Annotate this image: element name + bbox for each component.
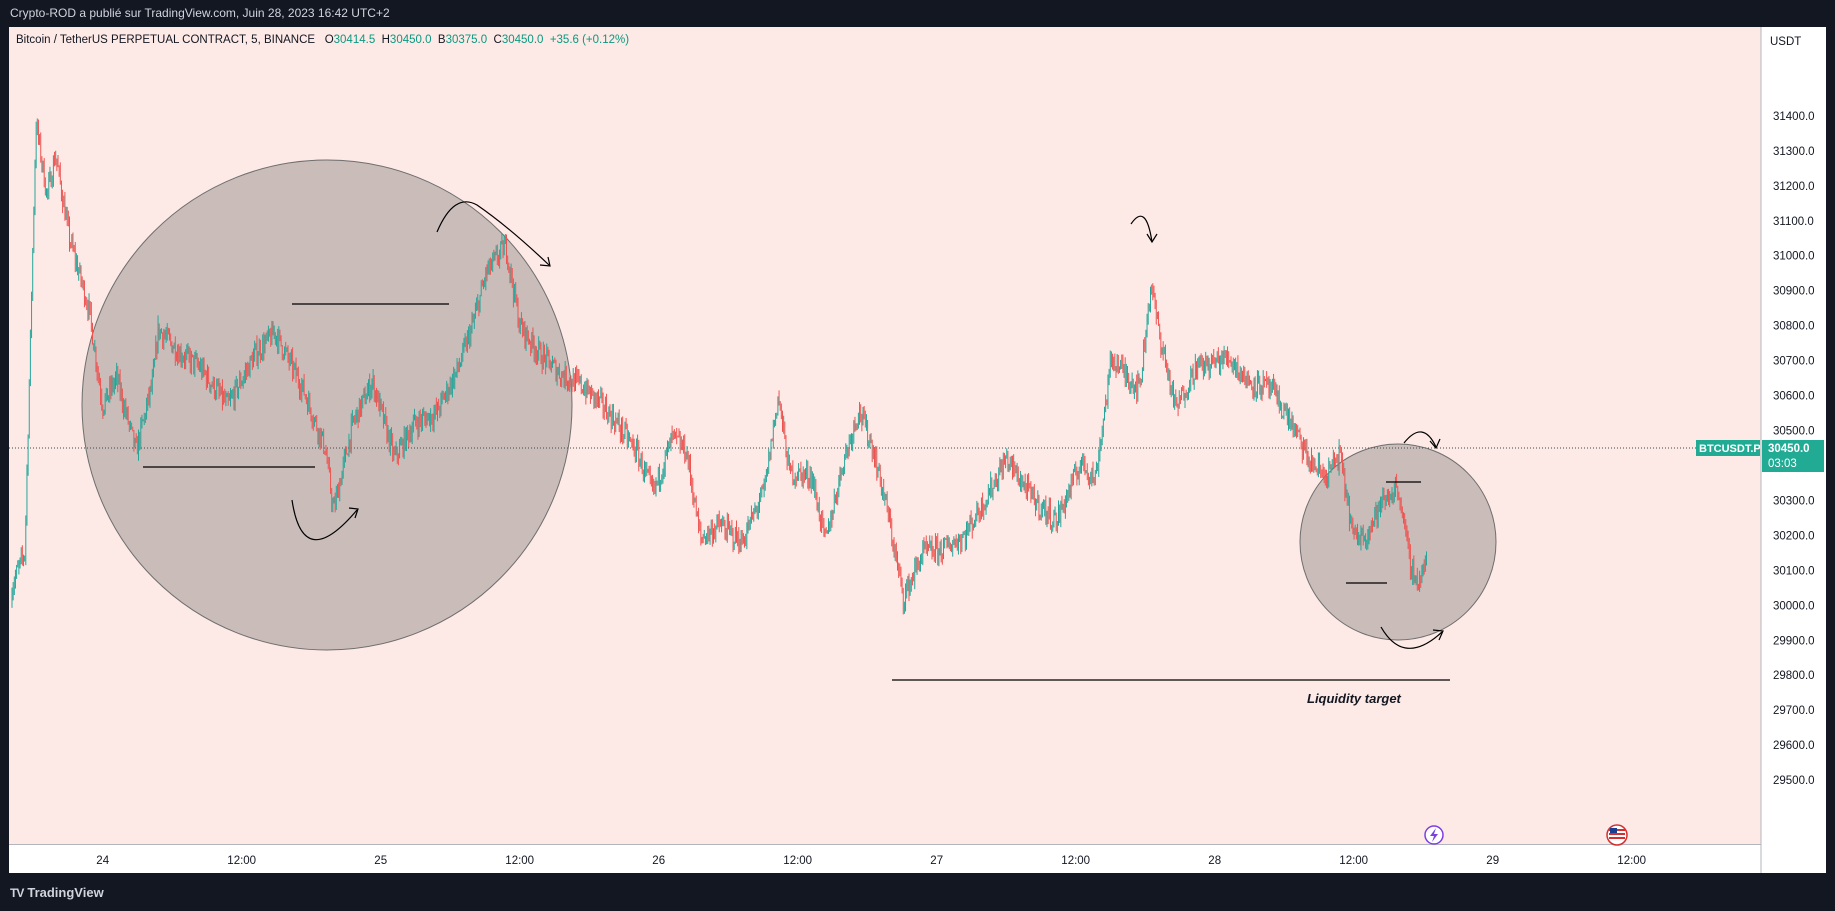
price-tick-label: 30900.0 xyxy=(1773,286,1815,298)
time-tick-label: 24 xyxy=(96,855,109,867)
ticker-tag-background xyxy=(1696,440,1760,456)
curve-arrow-top-left xyxy=(436,201,550,266)
countdown-tag: 03:03 xyxy=(1768,458,1797,470)
price-tick-label: 31000.0 xyxy=(1773,251,1815,263)
us-flag-event-icon[interactable] xyxy=(1606,824,1628,846)
publisher-bar: Crypto-ROD a publié sur TradingView.com,… xyxy=(0,0,1835,27)
close-label: C xyxy=(493,34,502,46)
low-label: B xyxy=(437,34,446,46)
curve-arrow-bottom-left xyxy=(291,499,358,541)
price-tick-label: 30500.0 xyxy=(1773,426,1815,438)
time-tick-label: 25 xyxy=(374,855,387,867)
time-tick-label: 12:00 xyxy=(1061,855,1090,867)
drawings xyxy=(143,201,1450,681)
arrowhead-bottom-left xyxy=(348,507,359,519)
time-tick-label: 29 xyxy=(1486,855,1499,867)
current-price-tag: 30450.0 xyxy=(1768,443,1810,455)
price-tick-label: 29500.0 xyxy=(1773,775,1815,787)
price-tick-label: 30000.0 xyxy=(1773,600,1815,612)
price-tick-label: 30100.0 xyxy=(1773,565,1815,577)
time-tick-label: 26 xyxy=(652,855,665,867)
liquidity-target-label: Liquidity target xyxy=(1307,691,1402,706)
price-tick-label: 30600.0 xyxy=(1773,391,1815,403)
price-tick-label: 31100.0 xyxy=(1773,216,1814,228)
price-axis-unit: USDT xyxy=(1770,36,1801,48)
highlight-circle-left xyxy=(81,159,573,651)
brand-name: TradingView xyxy=(27,885,104,900)
ticker-tag: BTCUSDT.P xyxy=(1699,443,1761,455)
chart-canvas[interactable]: Liquidity target 29500.029600.029700.029… xyxy=(9,27,1826,873)
high-label: H xyxy=(381,34,390,46)
price-tick-label: 29700.0 xyxy=(1773,705,1815,717)
symbol-name: Bitcoin / TetherUS PERPETUAL CONTRACT, 5… xyxy=(16,34,316,46)
price-tag-background xyxy=(1762,440,1824,472)
price-tick-label: 29900.0 xyxy=(1773,635,1815,647)
low-value: 30375.0 xyxy=(445,34,488,46)
tv-icon: TV xyxy=(10,886,24,900)
symbol-legend[interactable]: Bitcoin / TetherUS PERPETUAL CONTRACT, 5… xyxy=(16,34,629,46)
curve-arrow-bottom-right xyxy=(1380,626,1443,649)
lightning-event-icon[interactable] xyxy=(1424,825,1444,845)
chart-frame[interactable]: Liquidity target 29500.0 29600.0 29700.0 29… xyxy=(9,27,1826,873)
time-tick-label: 12:00 xyxy=(1617,855,1646,867)
curve-arrow-top-right xyxy=(1403,431,1437,448)
price-axis: 29500.0 29600.0 29700.0 29800.0 29900.0 30000… xyxy=(1773,111,1815,787)
tradingview-logo[interactable]: TV TradingView xyxy=(10,885,104,900)
open-label: O xyxy=(324,34,334,46)
high-value: 30450.0 xyxy=(389,34,432,46)
arrowhead-top-middle xyxy=(1146,233,1158,244)
arrowhead-top-left xyxy=(539,256,551,267)
close-value: 30450.0 xyxy=(501,34,544,46)
price-tick-label: 31400.0 xyxy=(1773,111,1815,123)
curve-arrow-top-middle xyxy=(1130,215,1153,243)
price-tick-label: 30700.0 xyxy=(1773,356,1815,368)
price-tick-label: 30800.0 xyxy=(1773,321,1815,333)
time-tick-label: 12:00 xyxy=(505,855,534,867)
price-tick-label: 29800.0 xyxy=(1773,670,1815,682)
price-tick-label: 31300.0 xyxy=(1773,146,1815,158)
time-axis: 24 12:00 25 12:00 26 12:00 27 12:00 28 12:00 29 12:… xyxy=(96,855,1646,867)
time-tick-label: 12:00 xyxy=(1339,855,1368,867)
arrowhead-bottom-right xyxy=(1432,629,1444,641)
change-value: +35.6 (+0.12%) xyxy=(549,34,630,46)
open-value: 30414.5 xyxy=(333,34,376,46)
arrowhead-top-right xyxy=(1429,438,1441,450)
price-tick-label: 30300.0 xyxy=(1773,495,1815,507)
candlestick-series xyxy=(11,118,1427,615)
time-tick-label: 27 xyxy=(930,855,943,867)
time-tick-label: 12:00 xyxy=(783,855,812,867)
price-tick-label: 29600.0 xyxy=(1773,740,1815,752)
highlight-circle-right xyxy=(1299,443,1497,641)
time-axis-background xyxy=(9,844,1761,873)
publisher-text: Crypto-ROD a publié sur TradingView.com,… xyxy=(10,6,390,20)
time-tick-label: 12:00 xyxy=(227,855,256,867)
price-tick-label: 30200.0 xyxy=(1773,530,1815,542)
time-tick-label: 28 xyxy=(1208,855,1221,867)
price-tick-label: 31200.0 xyxy=(1773,181,1815,193)
footer-bar: TV TradingView xyxy=(0,873,1835,911)
